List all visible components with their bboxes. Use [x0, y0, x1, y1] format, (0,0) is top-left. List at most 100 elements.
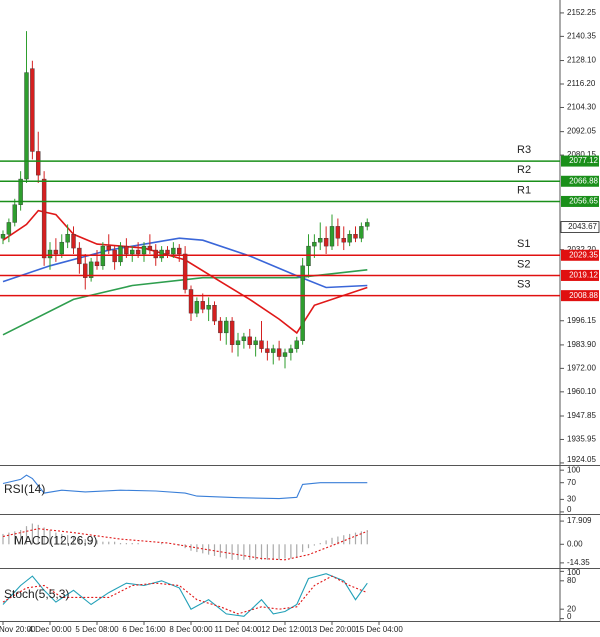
macd-bar — [14, 531, 16, 545]
pivot-price-label: 2056.65 — [569, 197, 598, 206]
y-tick-label: 17.909 — [567, 516, 592, 525]
candle-body — [165, 249, 170, 255]
candle-body — [335, 226, 341, 239]
candle-body — [282, 352, 288, 357]
macd-bar — [213, 544, 216, 556]
indicator-line — [2, 573, 368, 617]
pivot-price-box — [561, 249, 599, 261]
macd-bar — [49, 530, 51, 545]
candle-body — [59, 241, 64, 255]
candle-body — [241, 336, 247, 341]
y-tick-label: 80 — [567, 576, 576, 585]
macd-bar — [161, 542, 163, 545]
macd-bar — [20, 530, 22, 545]
macd-bar — [343, 535, 345, 545]
candle-body — [265, 348, 270, 353]
candle-body — [30, 68, 35, 152]
candle-body — [106, 245, 111, 251]
indicator-line — [2, 474, 368, 500]
macd-bar — [90, 540, 92, 545]
candle-body — [188, 289, 194, 314]
indicator-title: MACD(12,26,9) — [14, 534, 97, 548]
macd-bar — [108, 541, 110, 545]
pivot-label: S1 — [517, 238, 530, 250]
macd-bar — [366, 530, 368, 545]
candle-body — [135, 249, 141, 255]
y-tick-label: 2092.05 — [567, 127, 596, 136]
macd-bar — [354, 532, 357, 545]
candle-body — [312, 241, 317, 247]
y-tick-label: 1935.95 — [567, 435, 596, 444]
macd-bar — [2, 533, 4, 545]
macd-bar — [360, 531, 362, 545]
candle-body — [276, 348, 282, 357]
candle-body — [194, 301, 200, 314]
y-tick-label: 20 — [567, 604, 576, 613]
macd-bar — [231, 544, 233, 560]
macd-bar — [119, 542, 122, 545]
y-tick-label: 1960.10 — [567, 387, 596, 396]
macd-bar — [219, 544, 221, 558]
macd-bar — [25, 526, 28, 545]
candle-body — [24, 72, 29, 180]
macd-bar — [55, 532, 57, 545]
pivot-price-label: 2066.88 — [569, 176, 598, 185]
x-tick-label: Nov 20:00 — [0, 625, 36, 634]
macd-bar — [260, 544, 263, 560]
y-tick-label: 1983.90 — [567, 340, 596, 349]
moving-average — [2, 237, 368, 289]
candle-body — [353, 234, 358, 239]
last-price-box — [560, 221, 600, 233]
macd-bar — [290, 544, 292, 559]
pivot-price-box — [561, 269, 599, 281]
macd-bar — [225, 544, 227, 559]
candle-body — [206, 305, 211, 310]
candle-body — [212, 305, 217, 322]
x-tick-label: 11 Dec 04:00 — [215, 625, 263, 634]
y-tick-label: 100 — [567, 465, 581, 474]
macd-bar — [72, 536, 75, 545]
y-tick-label: 2128.10 — [567, 56, 596, 65]
candle-body — [271, 348, 276, 353]
candle-body — [71, 234, 76, 249]
y-tick-label: 0.00 — [567, 539, 583, 548]
y-tick-label: 2080.15 — [567, 150, 596, 159]
y-tick-label: 30 — [567, 495, 576, 504]
candle-body — [229, 320, 235, 345]
candle-body — [130, 249, 135, 255]
candle-body — [171, 247, 176, 255]
y-tick-label: 0 — [567, 505, 572, 514]
pivot-label: R1 — [517, 184, 531, 196]
y-tick-label: 2152.25 — [567, 8, 596, 17]
macd-bar — [96, 540, 98, 545]
macd-bar — [131, 542, 133, 545]
macd-bar — [243, 544, 245, 560]
macd-bar — [331, 537, 333, 545]
y-tick-label: 2032.20 — [567, 245, 596, 254]
pivot-label: S3 — [517, 279, 530, 291]
macd-bar — [278, 544, 280, 560]
candle-body — [88, 261, 94, 278]
candle-body — [36, 151, 41, 176]
candle-body — [6, 222, 12, 235]
macd-bar — [84, 539, 86, 545]
macd-bar — [67, 535, 69, 545]
pivot-price-box — [561, 195, 599, 207]
candle-body — [153, 249, 158, 259]
indicator-line — [2, 575, 368, 615]
macd-bar — [37, 524, 39, 545]
macd-bar — [237, 544, 239, 560]
candle-body — [200, 301, 205, 310]
macd-bar — [43, 527, 45, 545]
macd-bar — [307, 544, 310, 549]
candle-body — [323, 238, 329, 247]
macd-bar — [349, 533, 351, 545]
candle-body — [0, 234, 6, 239]
y-tick-label: 1972.00 — [567, 363, 596, 372]
macd-bar — [31, 523, 33, 545]
candle-body — [177, 247, 182, 255]
x-tick-label: 15 Dec 04:00 — [355, 625, 403, 634]
macd-bar — [208, 544, 210, 555]
macd-bar — [266, 544, 268, 560]
